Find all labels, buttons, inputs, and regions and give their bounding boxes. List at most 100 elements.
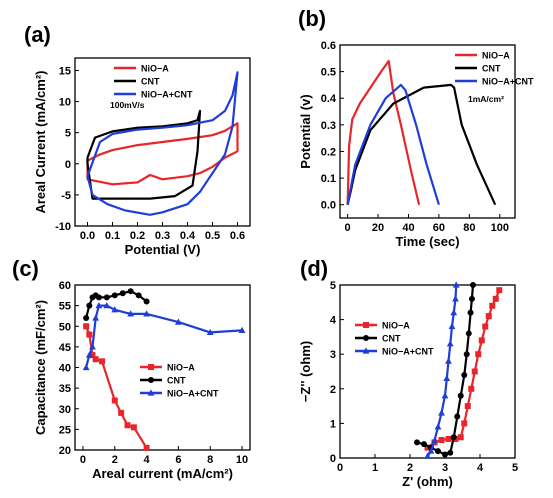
p1-xtick-label: 0.2 — [130, 230, 145, 242]
p3-data-point — [175, 318, 182, 325]
p4-data-point — [450, 434, 457, 441]
p4-x-axis-title: Z' (ohm) — [402, 474, 453, 489]
p3-legend-label: CNT — [167, 376, 186, 386]
p3-ytick-label: 40 — [59, 363, 71, 375]
p3-xtick-label: 6 — [175, 454, 181, 466]
p3-data-point — [143, 444, 150, 451]
p4-data-point — [470, 282, 476, 288]
p4-data-point — [424, 452, 431, 459]
p3-y-axis-title: Capacitance (mF/cm²) — [33, 300, 48, 435]
p3-legend-label: NiO−A+CNT — [167, 389, 219, 399]
p4-data-point — [461, 420, 468, 427]
p3-x-axis-title: Areal current (mA/cm²) — [92, 466, 233, 481]
p4-data-point — [467, 309, 474, 316]
p4-data-point — [442, 451, 448, 458]
p4-legend-marker — [362, 347, 370, 354]
p2-ytick-label: 0.2 — [321, 146, 336, 158]
p1-ytick-label: 15 — [59, 65, 71, 77]
p1-ytick-label: 10 — [59, 97, 71, 109]
p3-data-point — [143, 298, 150, 305]
p3-data-point — [143, 310, 150, 317]
p4-data-point — [452, 281, 460, 288]
p3-ytick-label: 60 — [59, 280, 71, 292]
p2-annotation: 1mA/cm² — [468, 94, 504, 104]
p4-data-point — [427, 447, 435, 454]
p4-data-point — [489, 302, 496, 309]
p4-data-point — [468, 385, 475, 392]
p3-data-point — [89, 343, 96, 350]
p4-data-point — [478, 337, 485, 344]
p3-data-point — [92, 356, 99, 363]
p1-ytick-label: -5 — [61, 190, 71, 202]
p3-data-point — [127, 310, 135, 317]
p1-xtick-label: 0.0 — [80, 230, 95, 242]
p3-data-point — [99, 358, 106, 365]
p2-legend-label: NiO−A — [482, 51, 510, 61]
p3-data-point — [118, 409, 125, 416]
p3-ytick-label: 25 — [59, 424, 71, 436]
p2-xtick-label: 0 — [345, 222, 351, 234]
p2-ytick-label: 0.5 — [321, 67, 336, 79]
p2-xtick-label: 60 — [433, 222, 445, 234]
p3-data-point — [111, 306, 119, 313]
p2-y-axis-title: Potential (v) — [298, 94, 313, 168]
p4-legend-marker — [363, 335, 369, 341]
p4-data-point — [461, 371, 468, 378]
p4-data-point — [465, 330, 472, 337]
p4-data-point — [482, 323, 489, 330]
p2-xtick-label: 20 — [372, 222, 384, 234]
p1-legend-label: NiO−A — [141, 64, 169, 74]
p4-data-point — [435, 448, 441, 455]
p4-data-point — [414, 439, 420, 446]
p1-legend-label: NiO−A+CNT — [141, 90, 193, 100]
p4-data-point — [464, 403, 471, 410]
plots-layer: 0.0 0.1 0.2 0.3 0.4 0.5 0.6-10-5051015Potentia… — [33, 40, 534, 489]
p1-series-line — [86, 109, 202, 200]
p4-data-point — [441, 392, 449, 399]
p2-series-line — [346, 83, 440, 206]
p3-ytick-label: 20 — [59, 445, 71, 457]
p1-x-axis-title: Potential (V) — [125, 242, 201, 257]
p4-y-axis-title: −Z'' (ohm) — [298, 341, 313, 402]
p4-ytick-label: 1 — [330, 418, 336, 430]
p4-data-point — [443, 374, 451, 382]
p4-frame — [339, 284, 516, 459]
p4-xtick-label: 4 — [477, 462, 484, 474]
p3-ytick-label: 50 — [59, 321, 71, 333]
p3-data-point — [92, 314, 100, 321]
p4-data-point — [475, 351, 482, 358]
p1-series-line — [86, 122, 239, 186]
p3-xtick-label: 10 — [236, 454, 248, 466]
p3-xtick-label: 4 — [144, 454, 151, 466]
p3-data-point — [86, 302, 93, 309]
panel-p3: 0 2 4 6 8 10 20 25 30 35 40 45 50 55 60 Areal current (… — [33, 280, 251, 481]
p3-ytick-label: 35 — [59, 383, 71, 395]
p2-xtick-label: 40 — [402, 222, 414, 234]
p3-data-point — [103, 294, 110, 301]
p4-legend-label: NiO−A+CNT — [382, 347, 434, 357]
p4-data-point — [446, 340, 454, 347]
p4-xtick-label: 0 — [337, 462, 343, 474]
panel-p1: 0.0 0.1 0.2 0.3 0.4 0.5 0.6 -10 -5 0 5 10 15 Potentia… — [33, 57, 251, 257]
p1-xtick-label: 0.3 — [155, 230, 170, 242]
p4-data-point — [471, 368, 478, 375]
p2-ytick-label: 0.4 — [321, 93, 337, 105]
p3-data-point — [119, 290, 126, 297]
p2-legend-label: CNT — [482, 64, 501, 74]
p3-data-point — [135, 292, 142, 299]
p4-data-point — [452, 295, 459, 302]
p4-series-line — [416, 284, 475, 456]
p1-series-line — [86, 71, 239, 216]
p4-data-point — [447, 449, 454, 456]
p3-legend-label: NiO−A — [167, 363, 195, 373]
p4-data-point — [445, 435, 452, 442]
p3-data-point — [83, 323, 90, 330]
p2-xtick-label: 100 — [491, 222, 509, 234]
p3-data-point — [103, 302, 111, 309]
p1-xtick-label: 0.1 — [105, 230, 120, 242]
p3-legend-marker — [148, 364, 154, 370]
p3-data-point — [206, 328, 214, 336]
p4-data-point — [438, 437, 445, 444]
p1-xtick-label: 0.4 — [180, 230, 196, 242]
p3-legend-marker — [147, 389, 155, 396]
